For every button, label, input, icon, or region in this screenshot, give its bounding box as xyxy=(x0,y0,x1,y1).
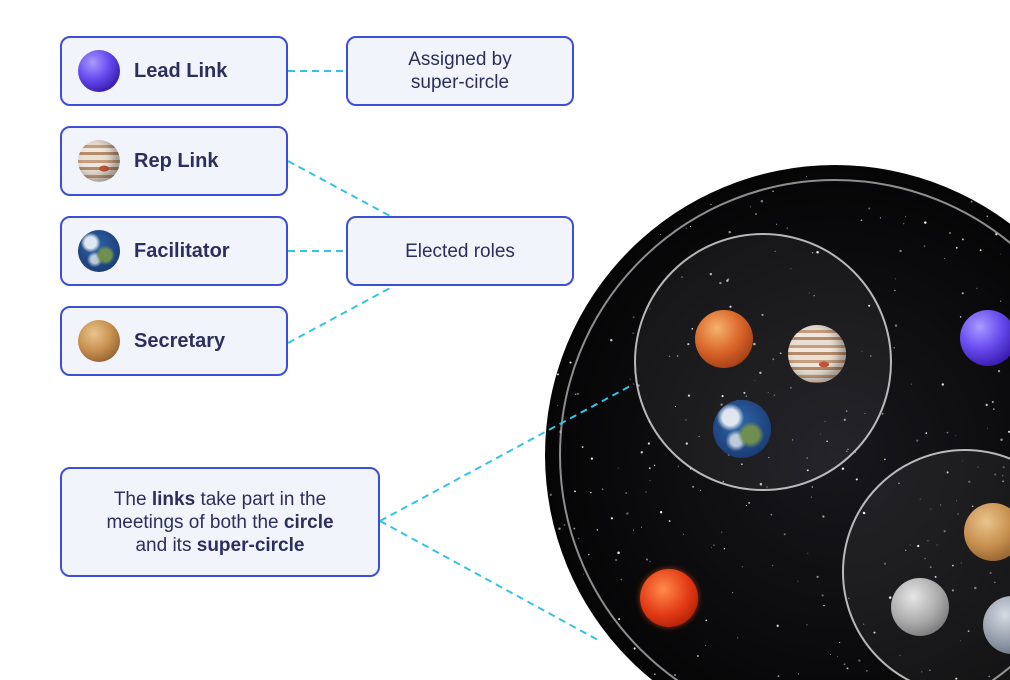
sub-circle-second xyxy=(842,449,1010,680)
role-label: Lead Link xyxy=(134,59,228,82)
note-line: and its super-circle xyxy=(135,534,305,556)
note-elected-roles: Elected roles xyxy=(346,216,574,286)
earth-icon xyxy=(78,230,120,272)
sub-circle xyxy=(634,233,892,491)
note-links: The links take part in the meetings of b… xyxy=(60,467,380,577)
role-lead-link: Lead Link xyxy=(60,36,288,106)
connector-secretary-elected xyxy=(287,286,393,344)
role-label: Rep Link xyxy=(134,149,219,172)
jupiter-icon xyxy=(78,140,120,182)
planet-neptune xyxy=(960,310,1010,366)
connector-rep-link-elected xyxy=(287,160,393,218)
note-assigned-by-super-circle: Assigned by super-circle xyxy=(346,36,574,106)
emphasis-super-circle: super-circle xyxy=(196,534,305,556)
mars-icon xyxy=(78,320,120,362)
neptune-icon xyxy=(78,50,120,92)
planet-earth xyxy=(713,400,771,458)
emphasis-circle: circle xyxy=(283,511,334,533)
planet-sun xyxy=(640,569,698,627)
note-text: Elected roles xyxy=(405,240,515,262)
note-line: super-circle xyxy=(410,72,510,93)
role-label: Secretary xyxy=(134,329,226,352)
planet-venus xyxy=(695,310,753,368)
role-facilitator: Facilitator xyxy=(60,216,288,286)
connector-links-circle xyxy=(379,383,635,522)
connector-links-supercircle xyxy=(379,520,599,641)
note-line: The links take part in the xyxy=(113,488,327,510)
planet-mars xyxy=(964,503,1010,561)
super-circle-ring xyxy=(559,179,1010,680)
planet-jupiter xyxy=(788,325,846,383)
role-rep-link: Rep Link xyxy=(60,126,288,196)
planet-moon xyxy=(891,578,949,636)
note-line: Assigned by xyxy=(408,49,512,70)
note-line: meetings of both the circle xyxy=(106,511,334,533)
super-circle-space xyxy=(545,165,1010,680)
role-label: Facilitator xyxy=(134,239,230,262)
emphasis-links: links xyxy=(151,488,196,510)
role-secretary: Secretary xyxy=(60,306,288,376)
